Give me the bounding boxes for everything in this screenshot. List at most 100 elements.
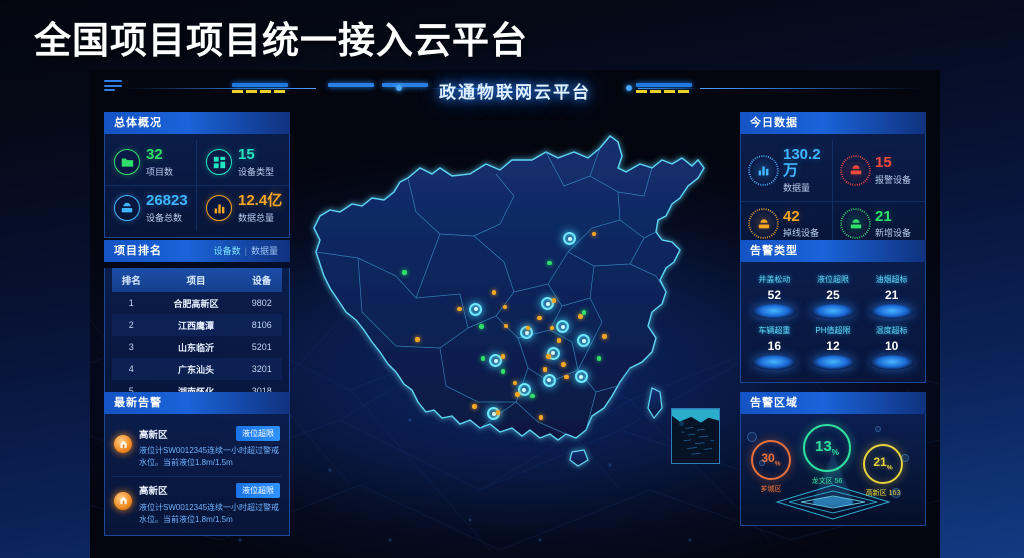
alarm-type-6[interactable]: 温度超标 10 — [862, 321, 921, 372]
map-marker-alert[interactable] — [503, 323, 509, 329]
alarm-type-3[interactable]: 油烟超标 21 — [862, 270, 921, 321]
overview-stats-grid: 32 项目数 15 设备类型 26823 设备总数 12.4亿 数据总量 — [105, 134, 289, 237]
header-dot-left — [396, 85, 402, 91]
map-marker-normal[interactable] — [500, 369, 506, 374]
bar-chart-icon — [750, 156, 777, 184]
map-marker-alert[interactable] — [546, 354, 551, 359]
folder-icon — [114, 149, 140, 176]
map-marker-major[interactable] — [542, 373, 556, 387]
map-marker-major[interactable] — [517, 383, 531, 397]
map-marker-alert[interactable] — [472, 404, 477, 409]
map-marker-normal[interactable] — [530, 393, 535, 399]
cell-rank: 5 — [128, 386, 134, 396]
map-marker-major[interactable] — [489, 354, 503, 368]
gauge-2[interactable]: 13% — [803, 424, 851, 472]
gauge-3[interactable]: 21% — [863, 444, 903, 484]
overview-stat-3: 26823 设备总数 — [105, 185, 197, 231]
map-marker-alert[interactable] — [561, 362, 566, 367]
today-stat-label: 数据量 — [783, 182, 811, 193]
map-marker-alert[interactable] — [495, 410, 501, 415]
dashboard-header: 政通物联网云平台 — [90, 70, 940, 106]
col-project: 项目 — [150, 268, 242, 292]
map-marker-normal[interactable] — [547, 260, 552, 266]
map-marker-alert[interactable] — [591, 231, 597, 237]
ambient-bubble-5 — [875, 426, 881, 432]
overview-stat-value: 32 — [146, 146, 163, 163]
map-marker-normal[interactable] — [402, 270, 407, 275]
device-icon — [114, 195, 140, 222]
header-line-right — [700, 88, 920, 89]
table-row[interactable]: 3 山东临沂 5201 — [112, 336, 282, 358]
cell-devices: 8106 — [241, 314, 282, 336]
alarm-type-value: 52 — [767, 288, 781, 302]
list-item[interactable]: 高新区 液位超限 液位计SW0012345连续一小时超过警戒水位。当前液位1.8… — [112, 420, 282, 476]
dashboard-frame: 政通物联网云平台 总体概况 32 项目数 15 设备类型 26823 设备总数 — [90, 70, 940, 558]
cell-project: 山东临沂 — [177, 342, 214, 353]
status-badge: 液位超限 — [236, 426, 280, 441]
minimap-inset[interactable] — [671, 408, 720, 464]
alarm-bell-icon — [114, 491, 132, 510]
map-marker-alert[interactable] — [578, 314, 583, 319]
alarm-type-5[interactable]: PH值超限 12 — [804, 321, 863, 372]
map-marker-alert[interactable] — [512, 380, 518, 386]
china-map[interactable] — [300, 116, 730, 516]
alarm-types-panel-title: 告警类型 — [740, 240, 926, 262]
map-marker-alert[interactable] — [500, 354, 506, 359]
map-marker-alert[interactable] — [602, 334, 607, 339]
table-row[interactable]: 1 合肥高新区 9802 — [112, 292, 282, 314]
map-marker-alert[interactable] — [551, 298, 557, 303]
map-marker-alert[interactable] — [491, 290, 497, 295]
table-row[interactable]: 2 江西鹰潭 8106 — [112, 314, 282, 336]
map-marker-alert[interactable] — [537, 315, 542, 321]
holo-platform-decoration — [775, 484, 891, 520]
map-marker-alert[interactable] — [502, 304, 508, 310]
map-marker-normal[interactable] — [596, 356, 602, 361]
map-marker-major[interactable] — [556, 320, 570, 333]
tab-data-volume[interactable]: 数据量 — [250, 246, 278, 256]
gauge-percent: 30% — [761, 451, 781, 468]
table-row[interactable]: 5 湖南怀化 3018 — [112, 380, 282, 402]
map-marker-major[interactable] — [574, 370, 588, 383]
overview-stat-value: 15 — [238, 146, 255, 163]
alarm-area-visual: 30% 芗城区 13% 龙文区 56 21% 高新区 163 — [740, 414, 926, 526]
ambient-bubble-2 — [759, 460, 765, 466]
map-marker-normal[interactable] — [480, 356, 486, 361]
cell-rank: 1 — [128, 298, 134, 308]
map-marker-alert[interactable] — [556, 338, 562, 343]
tab-device-count[interactable]: 设备数 — [213, 246, 241, 256]
page-title: 全国项目项目统一接入云平台 — [34, 20, 528, 61]
map-marker-major[interactable] — [577, 334, 591, 348]
map-marker-alert[interactable] — [549, 325, 555, 331]
alarm-type-label: PH值超限 — [815, 326, 851, 335]
map-marker-alert[interactable] — [538, 415, 544, 420]
map-marker-normal[interactable] — [479, 324, 484, 329]
ambient-bubble-4 — [891, 488, 901, 498]
map-marker-major[interactable] — [546, 346, 560, 360]
map-marker-major[interactable] — [563, 232, 577, 245]
ranking-tabs: 设备数 | 数据量 — [210, 240, 282, 262]
map-marker-normal[interactable] — [581, 310, 587, 315]
cell-project: 合肥高新区 — [173, 298, 219, 309]
map-marker-alert[interactable] — [525, 325, 531, 331]
map-marker-alert[interactable] — [515, 392, 520, 397]
map-marker-alert[interactable] — [542, 367, 548, 372]
map-marker-alert[interactable] — [457, 306, 462, 312]
overview-stat-2: 15 设备类型 — [197, 140, 289, 186]
map-marker-alert[interactable] — [415, 337, 420, 342]
table-row[interactable]: 4 广东汕头 3201 — [112, 358, 282, 380]
alarm-type-2[interactable]: 液位超限 25 — [804, 270, 863, 321]
map-marker-major[interactable] — [469, 302, 483, 316]
list-item[interactable]: 高新区 液位超限 液位计SW0012345连续一小时超过警戒水位。当前液位1.8… — [112, 475, 282, 533]
alerts-list: 高新区 液位超限 液位计SW0012345连续一小时超过警戒水位。当前液位1.8… — [105, 414, 289, 539]
hamburger-menu-icon[interactable] — [104, 80, 122, 94]
gauge-1[interactable]: 30% — [751, 440, 791, 480]
today-stat-value: 21 — [875, 207, 892, 225]
alarm-type-label: 温度超标 — [875, 326, 908, 335]
map-marker-alert[interactable] — [564, 374, 569, 380]
alarm-type-label: 液位超限 — [816, 275, 849, 284]
ranking-panel-header: 项目排名 设备数 | 数据量 — [104, 240, 290, 262]
alarm-type-1[interactable]: 井盖松动 52 — [745, 270, 804, 321]
overview-stat-label: 数据总量 — [238, 212, 275, 223]
alarm-type-4[interactable]: 车辆超重 16 — [745, 321, 804, 372]
map-marker-major[interactable] — [541, 297, 555, 311]
